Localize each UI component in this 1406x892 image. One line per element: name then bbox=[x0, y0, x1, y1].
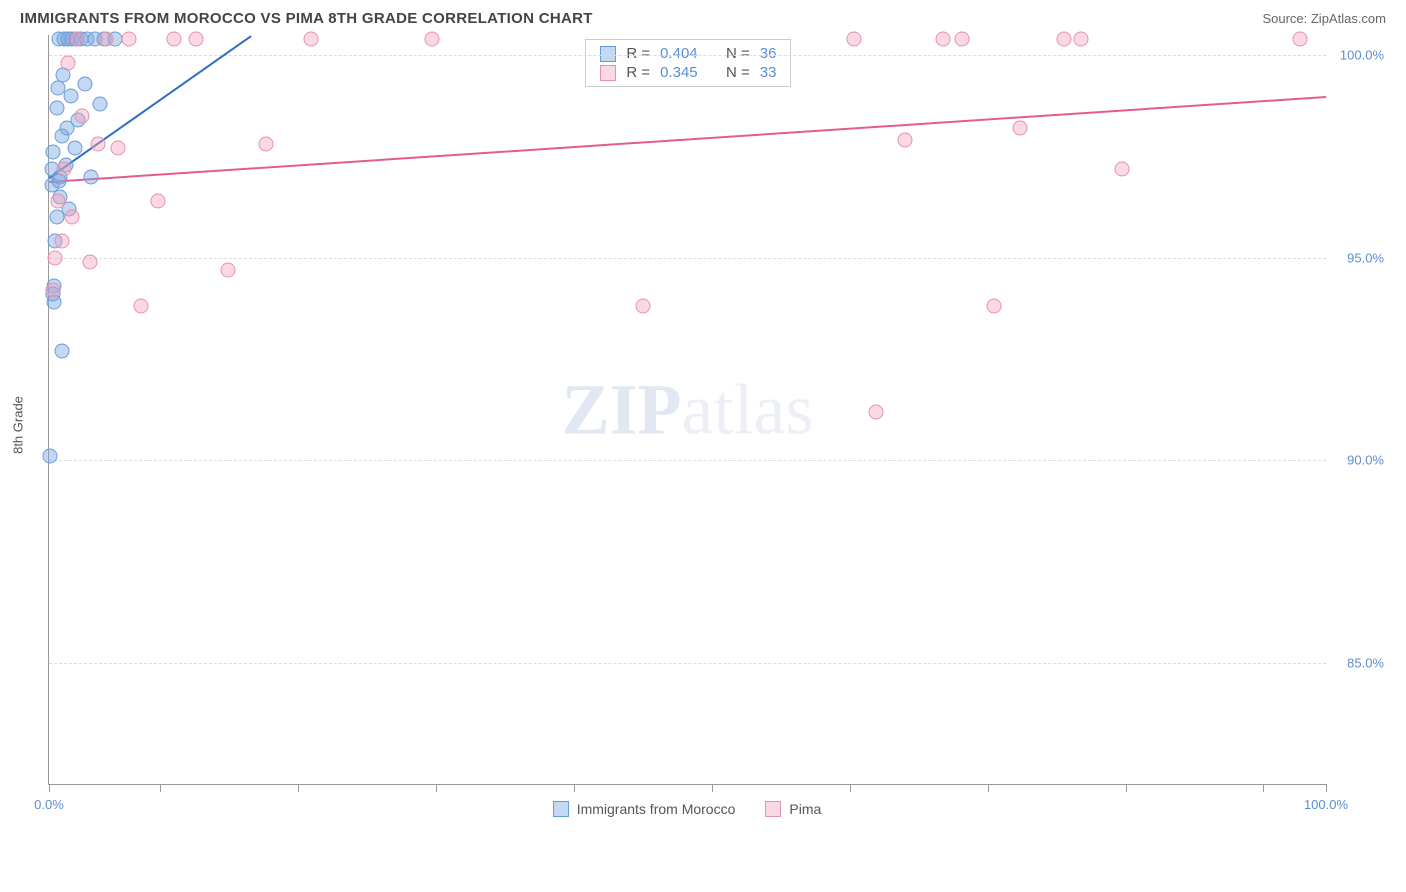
data-point-morocco bbox=[67, 141, 82, 156]
y-tick-label: 85.0% bbox=[1347, 655, 1384, 670]
data-point-pima bbox=[167, 32, 182, 47]
data-point-pima bbox=[1293, 32, 1308, 47]
y-tick-label: 90.0% bbox=[1347, 453, 1384, 468]
x-tick bbox=[49, 784, 50, 792]
data-point-pima bbox=[57, 161, 72, 176]
x-tick bbox=[850, 784, 851, 792]
data-point-morocco bbox=[49, 100, 64, 115]
data-point-pima bbox=[846, 32, 861, 47]
chart-title: IMMIGRANTS FROM MOROCCO VS PIMA 8TH GRAD… bbox=[20, 10, 593, 27]
x-tick bbox=[574, 784, 575, 792]
x-tick bbox=[988, 784, 989, 792]
gridline bbox=[49, 258, 1326, 259]
y-tick-label: 100.0% bbox=[1340, 48, 1384, 63]
x-tick bbox=[298, 784, 299, 792]
data-point-pima bbox=[133, 299, 148, 314]
data-point-morocco bbox=[54, 343, 69, 358]
y-axis-label: 8th Grade bbox=[11, 396, 26, 454]
data-point-morocco bbox=[84, 169, 99, 184]
source-link[interactable]: ZipAtlas.com bbox=[1311, 11, 1386, 26]
data-point-pima bbox=[897, 133, 912, 148]
x-tick bbox=[1263, 784, 1264, 792]
data-point-morocco bbox=[43, 449, 58, 464]
data-point-morocco bbox=[63, 88, 78, 103]
data-point-morocco bbox=[45, 145, 60, 160]
gridline bbox=[49, 663, 1326, 664]
data-point-pima bbox=[110, 141, 125, 156]
legend-swatch-morocco-icon bbox=[553, 801, 569, 817]
data-point-pima bbox=[220, 262, 235, 277]
chart-header: IMMIGRANTS FROM MOROCCO VS PIMA 8TH GRAD… bbox=[0, 0, 1406, 35]
data-point-pima bbox=[48, 250, 63, 265]
data-point-pima bbox=[425, 32, 440, 47]
x-tick bbox=[1126, 784, 1127, 792]
legend-item-pima: Pima bbox=[765, 801, 821, 817]
data-point-pima bbox=[1114, 161, 1129, 176]
data-point-pima bbox=[45, 283, 60, 298]
data-point-pima bbox=[259, 137, 274, 152]
data-point-pima bbox=[150, 193, 165, 208]
data-point-pima bbox=[64, 210, 79, 225]
data-point-pima bbox=[188, 32, 203, 47]
data-point-pima bbox=[1073, 32, 1088, 47]
data-point-morocco bbox=[77, 76, 92, 91]
legend-swatch-pima bbox=[600, 65, 616, 81]
legend-swatch-morocco bbox=[600, 46, 616, 62]
legend-swatch-pima-icon bbox=[765, 801, 781, 817]
legend-row-pima: R = 0.345 N = 33 bbox=[600, 63, 776, 82]
data-point-pima bbox=[99, 32, 114, 47]
watermark: ZIPatlas bbox=[562, 368, 814, 451]
data-point-pima bbox=[1057, 32, 1072, 47]
x-tick bbox=[160, 784, 161, 792]
chart-area: 8th Grade ZIPatlas R = 0.404 N = 36 R = … bbox=[48, 35, 1386, 815]
data-point-pima bbox=[303, 32, 318, 47]
data-point-pima bbox=[82, 254, 97, 269]
regression-line-morocco bbox=[48, 35, 251, 178]
data-point-pima bbox=[90, 137, 105, 152]
data-point-pima bbox=[54, 234, 69, 249]
data-point-pima bbox=[635, 299, 650, 314]
gridline bbox=[49, 55, 1326, 56]
data-point-pima bbox=[986, 299, 1001, 314]
x-tick bbox=[436, 784, 437, 792]
y-tick-label: 95.0% bbox=[1347, 250, 1384, 265]
correlation-legend: R = 0.404 N = 36 R = 0.345 N = 33 bbox=[585, 39, 791, 87]
x-tick bbox=[1326, 784, 1327, 792]
regression-line-pima bbox=[49, 96, 1326, 183]
series-legend: Immigrants from Morocco Pima bbox=[48, 801, 1326, 817]
data-point-pima bbox=[61, 56, 76, 71]
source-credit: Source: ZipAtlas.com bbox=[1262, 11, 1386, 26]
data-point-pima bbox=[935, 32, 950, 47]
legend-item-morocco: Immigrants from Morocco bbox=[553, 801, 736, 817]
data-point-pima bbox=[869, 404, 884, 419]
data-point-pima bbox=[50, 193, 65, 208]
data-point-pima bbox=[75, 108, 90, 123]
legend-row-morocco: R = 0.404 N = 36 bbox=[600, 44, 776, 63]
data-point-pima bbox=[955, 32, 970, 47]
plot-region: ZIPatlas R = 0.404 N = 36 R = 0.345 N = … bbox=[48, 35, 1326, 785]
data-point-pima bbox=[1012, 121, 1027, 136]
data-point-pima bbox=[70, 32, 85, 47]
x-tick bbox=[712, 784, 713, 792]
data-point-pima bbox=[122, 32, 137, 47]
data-point-morocco bbox=[93, 96, 108, 111]
gridline bbox=[49, 460, 1326, 461]
